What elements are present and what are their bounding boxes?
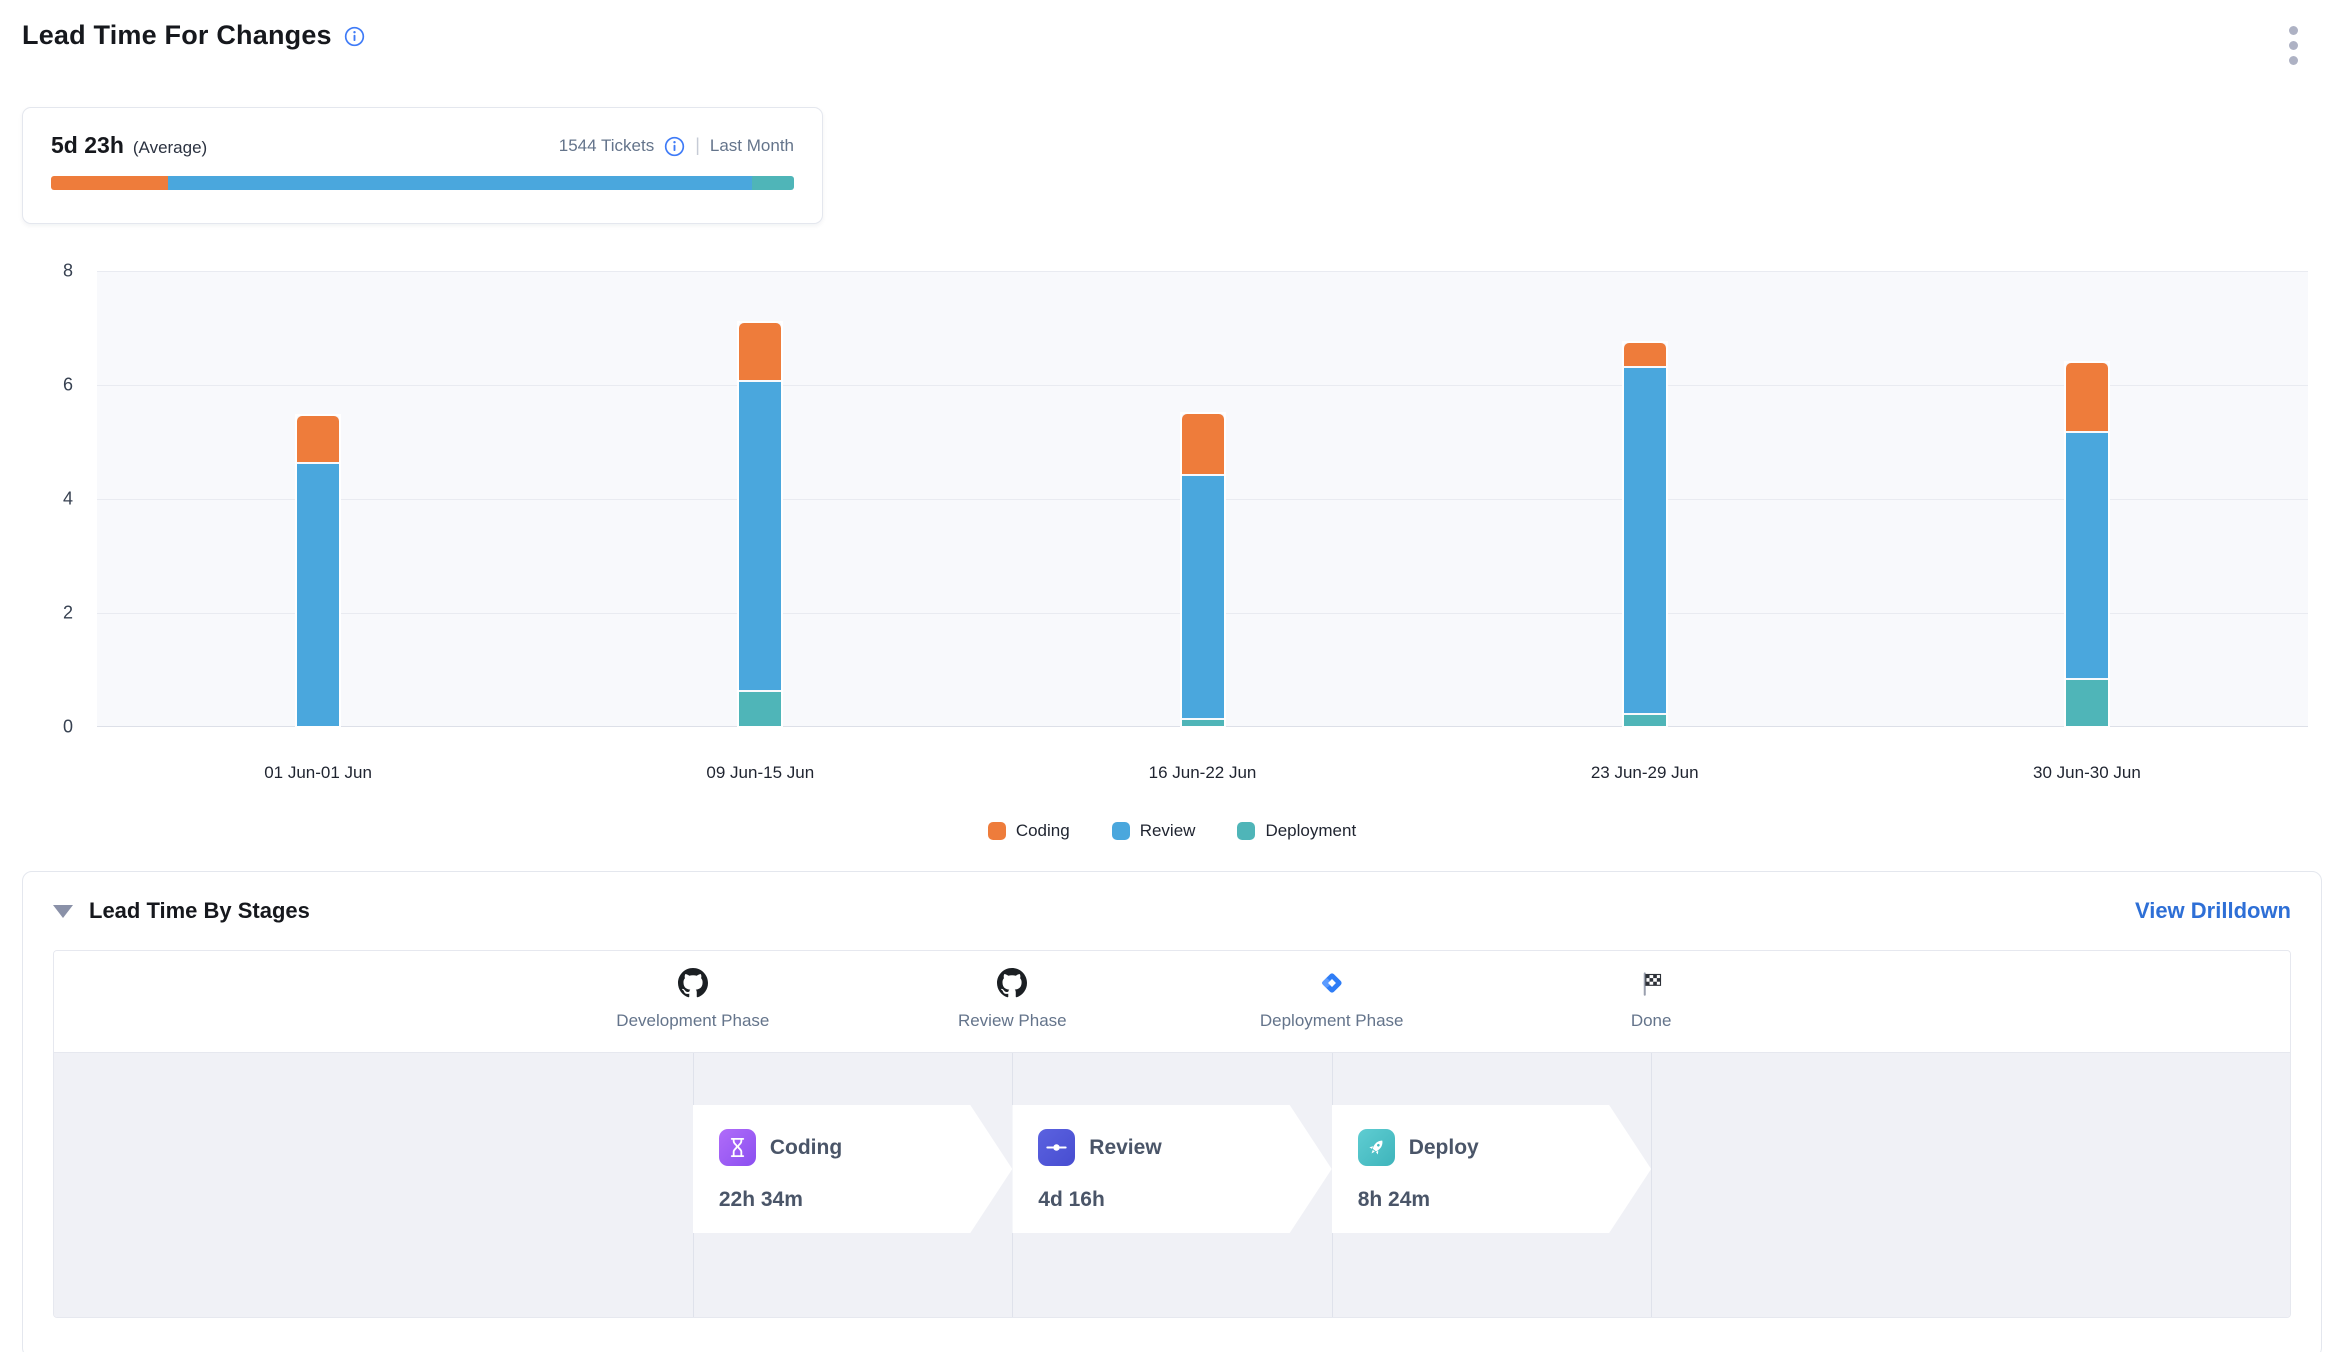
chart-bars	[97, 271, 2308, 726]
hourglass-icon	[719, 1129, 756, 1166]
legend-swatch	[1112, 822, 1130, 840]
chart-plot-area	[97, 271, 2308, 727]
legend-item-deployment[interactable]: Deployment	[1237, 821, 1356, 841]
bar-segment-review[interactable]	[1182, 476, 1224, 718]
stages-table: Development Phase Review Phase Deploymen…	[53, 950, 2291, 1318]
phase-header-review-phase: Review Phase	[862, 967, 1162, 1031]
chart-y-axis: 02468	[22, 271, 97, 727]
title-info-icon[interactable]	[344, 26, 365, 47]
x-tick-label: 23 Jun-29 Jun	[1424, 763, 1866, 783]
lead-time-for-changes-widget: Lead Time For Changes 5d 23h (Average) 1…	[0, 0, 2344, 1352]
stage-label: Review	[1089, 1136, 1161, 1160]
widget-header: Lead Time For Changes	[22, 20, 2322, 71]
kebab-menu-icon[interactable]	[2279, 20, 2308, 71]
bar-segment-review[interactable]	[739, 382, 781, 690]
legend-label: Review	[1140, 821, 1196, 841]
phase-header-development-phase: Development Phase	[543, 967, 843, 1031]
summary-card: 5d 23h (Average) 1544 Tickets | Last Mon…	[22, 107, 823, 224]
y-tick-label: 8	[63, 261, 73, 282]
stages-title: Lead Time By Stages	[89, 898, 310, 924]
y-tick-label: 6	[63, 375, 73, 396]
y-tick-label: 4	[63, 489, 73, 510]
x-tick-label: 16 Jun-22 Jun	[981, 763, 1423, 783]
page-title: Lead Time For Changes	[22, 20, 332, 51]
bar-column	[1866, 271, 2308, 726]
stage-label: Deploy	[1409, 1136, 1479, 1160]
commit-icon	[1038, 1129, 1075, 1166]
average-lead-time-value: 5d 23h	[51, 132, 124, 159]
github-icon	[997, 967, 1027, 999]
stacked-bar-5[interactable]	[2066, 363, 2108, 726]
jira-icon	[1318, 967, 1346, 999]
lead-time-by-stages-panel: Lead Time By Stages View Drilldown Devel…	[22, 871, 2322, 1352]
stage-card-deploy[interactable]: Deploy 8h 24m	[1332, 1105, 1651, 1233]
stacked-bar-3[interactable]	[1182, 414, 1224, 726]
bar-column	[97, 271, 539, 726]
legend-item-review[interactable]: Review	[1112, 821, 1196, 841]
y-tick-label: 2	[63, 603, 73, 624]
average-label: (Average)	[133, 138, 207, 158]
legend-item-coding[interactable]: Coding	[988, 821, 1070, 841]
column-divider	[1651, 1053, 1652, 1317]
legend-swatch	[988, 822, 1006, 840]
bar-column	[981, 271, 1423, 726]
chart-x-axis: 01 Jun-01 Jun09 Jun-15 Jun16 Jun-22 Jun2…	[97, 727, 2308, 783]
summary-bar-segment-review	[168, 176, 752, 190]
stages-collapse-toggle[interactable]: Lead Time By Stages	[53, 898, 310, 924]
pipe-divider: |	[695, 135, 700, 156]
lead-time-chart: 02468	[22, 271, 2308, 727]
bar-segment-deployment[interactable]	[739, 692, 781, 726]
phase-label: Deployment Phase	[1260, 1011, 1404, 1031]
y-tick-label: 0	[63, 717, 73, 738]
stages-body-row: Coding 22h 34m Review 4d 16h Deploy 8h 24m	[54, 1053, 2290, 1317]
stage-duration-value: 4d 16h	[1038, 1188, 1331, 1212]
tickets-count: 1544 Tickets	[559, 136, 654, 156]
phase-label: Done	[1631, 1011, 1672, 1031]
bar-segment-coding[interactable]	[297, 416, 339, 462]
stacked-bar-4[interactable]	[1624, 343, 1666, 726]
bar-column	[1424, 271, 1866, 726]
bar-column	[539, 271, 981, 726]
chart-legend: Coding Review Deployment	[22, 821, 2322, 841]
legend-swatch	[1237, 822, 1255, 840]
stage-label: Coding	[770, 1136, 842, 1160]
stacked-bar-2[interactable]	[739, 323, 781, 726]
stages-header-row: Development Phase Review Phase Deploymen…	[54, 951, 2290, 1053]
view-drilldown-link[interactable]: View Drilldown	[2135, 898, 2291, 924]
x-tick-label: 01 Jun-01 Jun	[97, 763, 539, 783]
chevron-down-icon	[53, 905, 73, 918]
x-tick-label: 30 Jun-30 Jun	[1866, 763, 2308, 783]
phase-header-deployment-phase: Deployment Phase	[1182, 967, 1482, 1031]
summary-stacked-bar	[51, 176, 794, 190]
stage-card-coding[interactable]: Coding 22h 34m	[693, 1105, 1012, 1233]
rocket-icon	[1358, 1129, 1395, 1166]
legend-label: Coding	[1016, 821, 1070, 841]
summary-bar-segment-deployment	[752, 176, 794, 190]
bar-segment-coding[interactable]	[1624, 343, 1666, 366]
bar-segment-review[interactable]	[297, 464, 339, 726]
phase-label: Development Phase	[616, 1011, 769, 1031]
bar-segment-deployment[interactable]	[1624, 715, 1666, 726]
stacked-bar-1[interactable]	[297, 416, 339, 726]
legend-label: Deployment	[1265, 821, 1356, 841]
bar-segment-coding[interactable]	[2066, 363, 2108, 431]
bar-segment-review[interactable]	[2066, 433, 2108, 678]
phase-label: Review Phase	[958, 1011, 1067, 1031]
tickets-info-icon[interactable]	[664, 136, 685, 157]
github-icon	[678, 967, 708, 999]
bar-segment-coding[interactable]	[1182, 414, 1224, 474]
summary-bar-segment-coding	[51, 176, 168, 190]
x-tick-label: 09 Jun-15 Jun	[539, 763, 981, 783]
stage-card-review[interactable]: Review 4d 16h	[1012, 1105, 1331, 1233]
bar-segment-deployment[interactable]	[2066, 680, 2108, 726]
period-label: Last Month	[710, 136, 794, 156]
bar-segment-review[interactable]	[1624, 368, 1666, 713]
stage-duration-value: 22h 34m	[719, 1188, 1012, 1212]
stage-duration-value: 8h 24m	[1358, 1188, 1651, 1212]
phase-header-done: Done	[1501, 967, 1801, 1031]
bar-segment-deployment[interactable]	[1182, 720, 1224, 726]
checkered-flag-icon	[1638, 967, 1665, 999]
bar-segment-coding[interactable]	[739, 323, 781, 380]
